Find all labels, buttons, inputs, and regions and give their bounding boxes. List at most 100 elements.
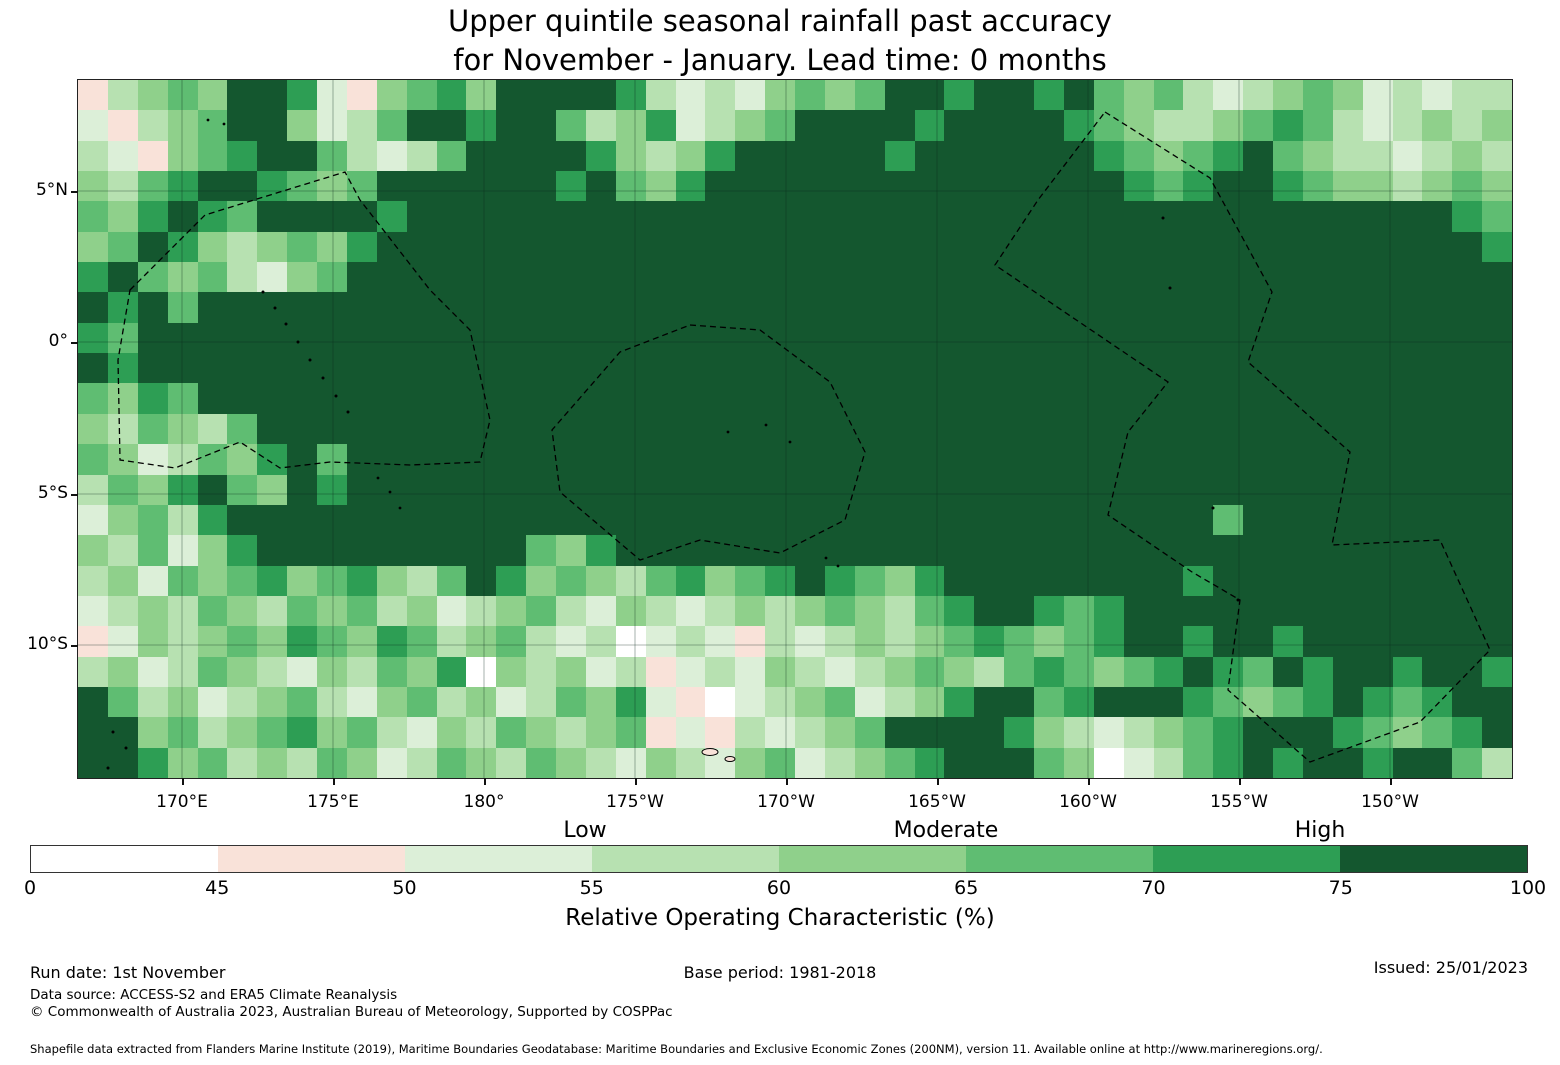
heatmap-cell — [287, 201, 317, 232]
heatmap-cell — [137, 504, 168, 536]
heatmap-cell — [675, 80, 706, 111]
heatmap-cell — [765, 231, 795, 263]
heatmap-cell — [585, 383, 616, 414]
heatmap-cell — [824, 262, 855, 293]
heatmap-cell — [795, 535, 825, 566]
heatmap-cell — [1153, 717, 1184, 748]
heatmap-cell — [585, 353, 616, 384]
heatmap-cell — [346, 504, 377, 536]
colorbar-tick-label: 0 — [23, 877, 37, 899]
map-panel[interactable] — [77, 79, 1513, 779]
heatmap-cell — [1004, 444, 1034, 475]
heatmap-cell — [1004, 747, 1034, 778]
heatmap-cell — [824, 444, 855, 475]
heatmap-cell — [1362, 413, 1393, 445]
base-period-text: Base period: 1981-2018 — [683, 963, 877, 982]
heatmap-cell — [705, 747, 736, 778]
heatmap-cell — [705, 353, 736, 384]
heatmap-cell — [1093, 292, 1124, 323]
heatmap-cell — [167, 747, 198, 778]
heatmap-cell — [1123, 80, 1154, 111]
heatmap-cell — [735, 747, 766, 778]
heatmap-cell — [197, 231, 228, 263]
heatmap-cell — [107, 474, 138, 505]
heatmap-cell — [615, 140, 646, 172]
heatmap-cell — [1273, 444, 1303, 475]
heatmap-cell — [1243, 535, 1273, 566]
heatmap-cell — [1482, 595, 1512, 627]
heatmap-cell — [526, 353, 556, 384]
heatmap-cell — [824, 231, 855, 263]
heatmap-cell — [1392, 474, 1423, 505]
heatmap-cell — [137, 444, 168, 475]
heatmap-cell — [287, 413, 317, 445]
heatmap-cell — [1452, 504, 1483, 536]
heatmap-cell — [824, 747, 855, 778]
heatmap-cell — [1452, 292, 1483, 323]
heatmap-cell — [1422, 444, 1453, 475]
heatmap-cell — [585, 626, 616, 657]
heatmap-cell — [78, 322, 108, 354]
heatmap-cell — [167, 322, 198, 354]
heatmap-cell — [795, 322, 825, 354]
heatmap-cell — [705, 717, 736, 748]
heatmap-cell — [526, 747, 556, 778]
copyright-text: © Commonwealth of Australia 2023, Austra… — [30, 1004, 673, 1020]
heatmap-cell — [526, 626, 556, 657]
heatmap-cell — [1422, 626, 1453, 657]
heatmap-cell — [705, 322, 736, 354]
heatmap-cell — [854, 201, 885, 232]
heatmap-cell — [107, 444, 138, 475]
heatmap-cell — [227, 292, 258, 323]
heatmap-cell — [1093, 413, 1124, 445]
heatmap-cell — [914, 656, 945, 687]
heatmap-cell — [287, 110, 317, 141]
heatmap-cell — [1063, 686, 1094, 718]
heatmap-cell — [824, 595, 855, 627]
heatmap-cell — [1302, 747, 1333, 778]
heatmap-cell — [556, 747, 586, 778]
heatmap-cell — [1153, 656, 1184, 687]
heatmap-cell — [466, 717, 497, 748]
heatmap-cell — [257, 322, 288, 354]
heatmap-cell — [1213, 80, 1244, 111]
heatmap-cell — [824, 322, 855, 354]
heatmap-cell — [257, 110, 288, 141]
heatmap-cell — [137, 201, 168, 232]
heatmap-cell — [1332, 656, 1363, 687]
heatmap-cell — [556, 504, 586, 536]
heatmap-cell — [854, 595, 885, 627]
heatmap-cell — [1422, 686, 1453, 718]
heatmap-cell — [735, 413, 766, 445]
heatmap-cell — [1123, 717, 1154, 748]
heatmap-cell — [1123, 201, 1154, 232]
heatmap-cell — [1482, 353, 1512, 384]
title-line-2: for November - January. Lead time: 0 mon… — [453, 43, 1107, 77]
heatmap-cell — [1123, 747, 1154, 778]
heatmap-cell — [167, 353, 198, 384]
heatmap-cell — [1332, 444, 1363, 475]
heatmap-cell — [1093, 140, 1124, 172]
heatmap-cell — [287, 595, 317, 627]
heatmap-cell — [496, 110, 527, 141]
heatmap-cell — [974, 201, 1005, 232]
heatmap-cell — [1482, 262, 1512, 293]
title-line-1: Upper quintile seasonal rainfall past ac… — [448, 4, 1112, 38]
heatmap-cell — [1123, 444, 1154, 475]
heatmap-cell — [1063, 322, 1094, 354]
heatmap-cell — [227, 595, 258, 627]
heatmap-cell — [1093, 565, 1124, 596]
heatmap-cell — [1482, 413, 1512, 445]
heatmap-cell — [107, 626, 138, 657]
heatmap-cell — [1302, 383, 1333, 414]
heatmap-cell — [1302, 565, 1333, 596]
heatmap-cell — [585, 171, 616, 202]
heatmap-cell — [287, 686, 317, 718]
heatmap-cell — [167, 292, 198, 323]
heatmap-cell — [914, 110, 945, 141]
heatmap-cell — [1302, 262, 1333, 293]
heatmap-cell — [1273, 504, 1303, 536]
heatmap-cell — [1183, 262, 1214, 293]
heatmap-cell — [496, 626, 527, 657]
heatmap-cell — [257, 504, 288, 536]
